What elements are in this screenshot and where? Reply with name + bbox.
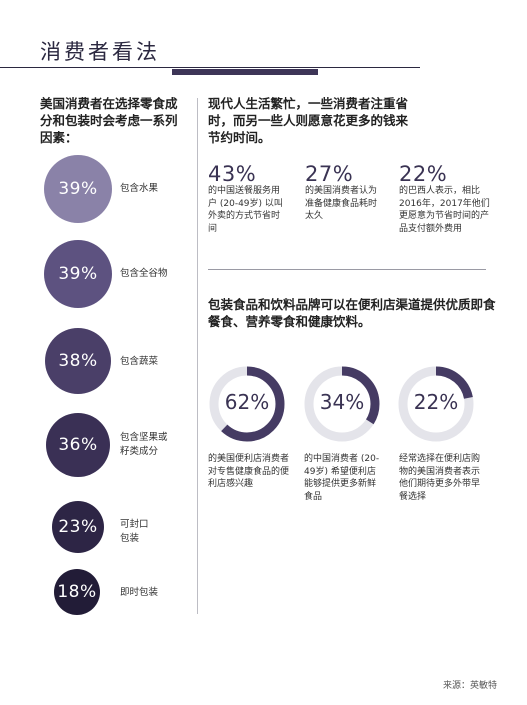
factor-percent: 39% <box>58 264 98 284</box>
source-note: 来源：英敏特 <box>442 681 497 691</box>
factor-bubble-nuts: 36% <box>46 413 110 477</box>
factor-bubble-instant: 18% <box>54 569 100 615</box>
donut-text: 的美国便利店消费者对专售健康食品的便利店感兴趣 <box>208 454 290 489</box>
donut-value: 62% <box>224 390 270 414</box>
donut-value: 22% <box>413 390 459 414</box>
factor-label: 包含坚果或籽类成分 <box>120 432 168 457</box>
title-accent-bar <box>172 69 318 75</box>
stat-value: 22% <box>399 162 448 186</box>
stat-text: 的中国送餐服务用户 (20-49岁) 以叫外卖的方式节省时间 <box>208 186 283 234</box>
donut-text: 经常选择在便利店购物的美国消费者表示他们期待更多外带早餐选择 <box>399 454 481 502</box>
section-divider <box>208 269 486 270</box>
factor-percent: 23% <box>58 517 98 537</box>
donut-chart-2 <box>304 366 380 442</box>
factor-percent: 39% <box>58 179 98 199</box>
factor-percent: 38% <box>58 351 98 371</box>
convenience-intro: 包装食品和饮料品牌可以在便利店渠道提供优质即食餐食、营养零食和健康饮料。 <box>208 297 496 329</box>
stat-text: 的美国消费者认为准备健康食品耗时太久 <box>305 186 378 221</box>
factor-label: 即时包装 <box>120 587 159 598</box>
page-title: 消费者看法 <box>40 40 160 64</box>
donut-arc <box>209 366 285 442</box>
factor-label: 包含全谷物 <box>120 268 168 279</box>
factor-bubble-vegetable: 38% <box>45 328 111 394</box>
factor-bubble-resealable: 23% <box>52 501 104 553</box>
time-intro: 现代人生活繁忙，一些消费者注重省时，而另一些人则愿意花更多的钱来节约时间。 <box>208 96 409 145</box>
donut-text: 的中国消费者 (20-49岁) 希望便利店能够提供更多新鲜食品 <box>304 454 380 502</box>
factor-bubble-wholegrain: 39% <box>44 240 112 308</box>
donut-chart-3 <box>398 366 474 442</box>
factors-intro: 美国消费者在选择零食成分和包装时会考虑一系列因素： <box>40 96 178 145</box>
stat-value: 43% <box>208 162 257 186</box>
factor-percent: 36% <box>58 435 98 455</box>
column-divider <box>197 98 198 614</box>
stat-text: 的巴西人表示，相比2016年，2017年他们更愿意为节省时间的产品支付额外费用 <box>399 186 490 234</box>
factor-label: 可封口包装 <box>120 519 149 544</box>
donut-arc <box>398 366 474 442</box>
donut-value: 34% <box>319 390 365 414</box>
factor-bubble-fruit: 39% <box>44 155 112 223</box>
donut-arc <box>304 366 380 442</box>
title-rule <box>0 67 420 68</box>
factor-label: 包含蔬菜 <box>120 356 159 367</box>
donut-chart-1 <box>209 366 285 442</box>
stat-value: 27% <box>305 162 354 186</box>
factor-label: 包含水果 <box>120 183 159 194</box>
factor-percent: 18% <box>57 582 97 602</box>
